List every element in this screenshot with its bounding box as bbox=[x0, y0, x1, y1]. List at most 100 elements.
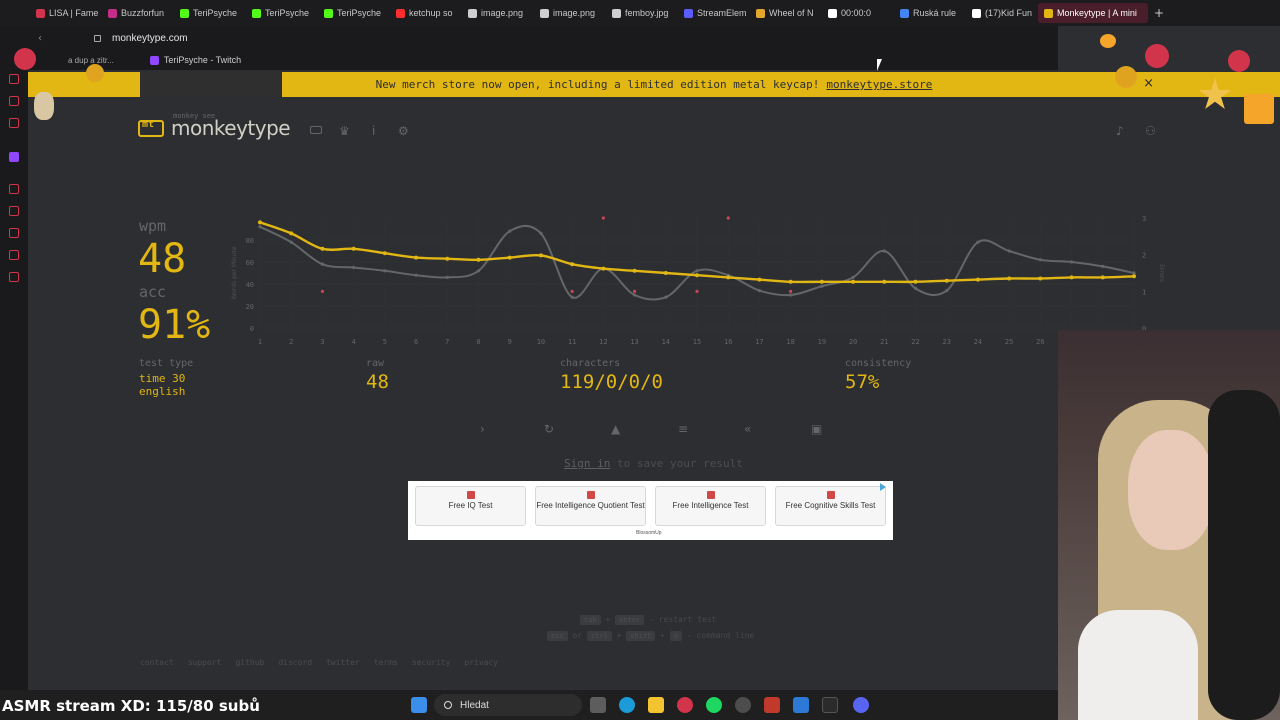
footer-security[interactable]: security bbox=[411, 658, 451, 667]
browser-menu-icon[interactable] bbox=[0, 3, 30, 23]
opera-icon[interactable] bbox=[677, 697, 693, 713]
task-view-icon[interactable] bbox=[590, 697, 606, 713]
tab-favicon-icon bbox=[180, 8, 189, 18]
edge-icon[interactable] bbox=[619, 697, 635, 713]
browser-tab[interactable]: 00:00:0 bbox=[822, 3, 892, 23]
voicemeeter-icon[interactable] bbox=[764, 697, 780, 713]
gear-icon[interactable]: ⚙ bbox=[398, 124, 409, 138]
footer-github[interactable]: github bbox=[235, 658, 265, 667]
bell-icon[interactable]: ♪ bbox=[1116, 124, 1124, 138]
close-icon[interactable]: × bbox=[1143, 76, 1154, 91]
tab-active[interactable]: Monkeytype | A mini bbox=[1038, 3, 1148, 23]
wpm-point bbox=[1100, 275, 1105, 280]
bookmark-item[interactable]: a dup a zitr... bbox=[68, 55, 114, 65]
browser-tab[interactable]: Wheel of N bbox=[750, 3, 820, 23]
address-bar[interactable]: ‹ monkeytype.com bbox=[28, 26, 1058, 50]
warning-icon[interactable]: ▲ bbox=[611, 422, 621, 436]
browser-tab[interactable]: Ruská rule bbox=[894, 3, 964, 23]
y-tick-label: 40 bbox=[246, 281, 254, 289]
merch-store-link[interactable]: monkeytype.store bbox=[826, 78, 933, 91]
characters-label: characters bbox=[560, 358, 621, 369]
screenshot-icon[interactable]: ▣ bbox=[811, 422, 823, 436]
y-tick-label: 60 bbox=[246, 259, 254, 267]
ad-button-iq-quotient[interactable]: Free Intelligence Quotient Test bbox=[535, 486, 646, 526]
twitch-icon[interactable] bbox=[9, 152, 19, 162]
wpm-point bbox=[1038, 276, 1043, 281]
raw-point bbox=[352, 265, 356, 270]
url-text[interactable]: monkeytype.com bbox=[112, 32, 188, 44]
footer-discord[interactable]: discord bbox=[278, 658, 313, 667]
browser-tab[interactable]: ketchup so bbox=[390, 3, 460, 23]
taskbar-search[interactable]: Hledat bbox=[434, 694, 582, 716]
raw-point bbox=[289, 240, 293, 244]
footer-support[interactable]: support bbox=[187, 658, 222, 667]
info-icon[interactable]: i bbox=[372, 124, 376, 138]
headphones bbox=[1208, 390, 1280, 720]
heart-icon[interactable] bbox=[9, 206, 19, 216]
raw-point bbox=[945, 289, 949, 293]
gear-icon[interactable] bbox=[9, 272, 19, 282]
ad-button-iq-test[interactable]: Free IQ Test bbox=[415, 486, 526, 526]
raw-point bbox=[820, 284, 824, 288]
crown-icon[interactable]: ♛ bbox=[339, 124, 350, 138]
back-icon[interactable]: ‹ bbox=[38, 32, 42, 44]
sidebar-app-icon[interactable] bbox=[9, 184, 19, 194]
user-icon[interactable]: ⚇ bbox=[1145, 124, 1156, 138]
browser-tab[interactable]: LISA | Fame bbox=[30, 3, 100, 23]
browser-tab[interactable]: femboy.jpg bbox=[606, 3, 676, 23]
ad-button-intelligence[interactable]: Free Intelligence Test bbox=[655, 486, 766, 526]
x-tick-label: 24 bbox=[974, 338, 982, 346]
spotify-icon[interactable] bbox=[706, 697, 722, 713]
footer-terms[interactable]: terms bbox=[373, 658, 398, 667]
terminal-icon[interactable] bbox=[822, 697, 838, 713]
new-tab-button[interactable]: + bbox=[1154, 6, 1165, 20]
obs-icon[interactable] bbox=[735, 697, 751, 713]
browser-tab[interactable]: StreamElem bbox=[678, 3, 748, 23]
wpm-point bbox=[445, 256, 450, 261]
browser-tab[interactable]: TeriPsyche bbox=[174, 3, 244, 23]
sidebar-app-icon[interactable] bbox=[9, 118, 19, 128]
wpm-point bbox=[726, 275, 731, 280]
wpm-point bbox=[414, 255, 419, 260]
explorer-icon[interactable] bbox=[648, 697, 664, 713]
wpm-point bbox=[258, 220, 262, 225]
raw-point bbox=[1101, 264, 1105, 268]
discord-icon[interactable] bbox=[853, 697, 869, 713]
x-tick-label: 7 bbox=[445, 338, 449, 346]
keyboard-icon[interactable] bbox=[310, 126, 322, 134]
x-tick-label: 26 bbox=[1036, 338, 1044, 346]
browser-tab[interactable]: TeriPsyche bbox=[318, 3, 388, 23]
consistency-value: 57% bbox=[845, 371, 880, 393]
y-tick-label: 80 bbox=[246, 237, 254, 245]
browser-tab[interactable]: Buzzforfun bbox=[102, 3, 172, 23]
footer-privacy[interactable]: privacy bbox=[464, 658, 499, 667]
logo-text[interactable]: monkeytype bbox=[171, 116, 291, 140]
sidebar-app-icon[interactable] bbox=[9, 74, 19, 84]
footer-twitter[interactable]: twitter bbox=[326, 658, 360, 667]
sidebar-app-icon[interactable] bbox=[9, 96, 19, 106]
replay-icon[interactable]: « bbox=[744, 422, 752, 436]
error-point bbox=[695, 289, 699, 293]
x-tick-label: 15 bbox=[693, 338, 701, 346]
browser-tab[interactable]: (17)Kid Fun bbox=[966, 3, 1036, 23]
sidebar-app-icon[interactable] bbox=[9, 250, 19, 260]
next-test-icon[interactable]: › bbox=[480, 422, 485, 436]
windows-start-icon[interactable] bbox=[411, 697, 427, 713]
signin-link[interactable]: Sign in bbox=[564, 457, 611, 470]
notepad-icon[interactable] bbox=[793, 697, 809, 713]
clock-icon[interactable] bbox=[9, 228, 19, 238]
browser-tab[interactable]: TeriPsyche bbox=[246, 3, 316, 23]
restart-icon[interactable]: ↻ bbox=[544, 422, 555, 436]
wpm-label: wpm bbox=[139, 217, 167, 235]
x-tick-label: 18 bbox=[786, 338, 794, 346]
browser-tab[interactable]: image.png bbox=[534, 3, 604, 23]
logo-icon[interactable] bbox=[138, 119, 164, 137]
consistency-label: consistency bbox=[845, 358, 912, 369]
ad-banner[interactable]: Free IQ Test Free Intelligence Quotient … bbox=[408, 481, 893, 540]
footer-contact[interactable]: contact bbox=[140, 658, 174, 667]
words-history-icon[interactable]: ≡ bbox=[678, 422, 689, 436]
ad-button-cognitive[interactable]: Free Cognitive Skills Test bbox=[775, 486, 886, 526]
bookmark-twitch[interactable]: TeriPsyche - Twitch bbox=[149, 55, 241, 65]
browser-tab[interactable]: image.png bbox=[462, 3, 532, 23]
ad-choices-icon[interactable] bbox=[880, 483, 887, 491]
